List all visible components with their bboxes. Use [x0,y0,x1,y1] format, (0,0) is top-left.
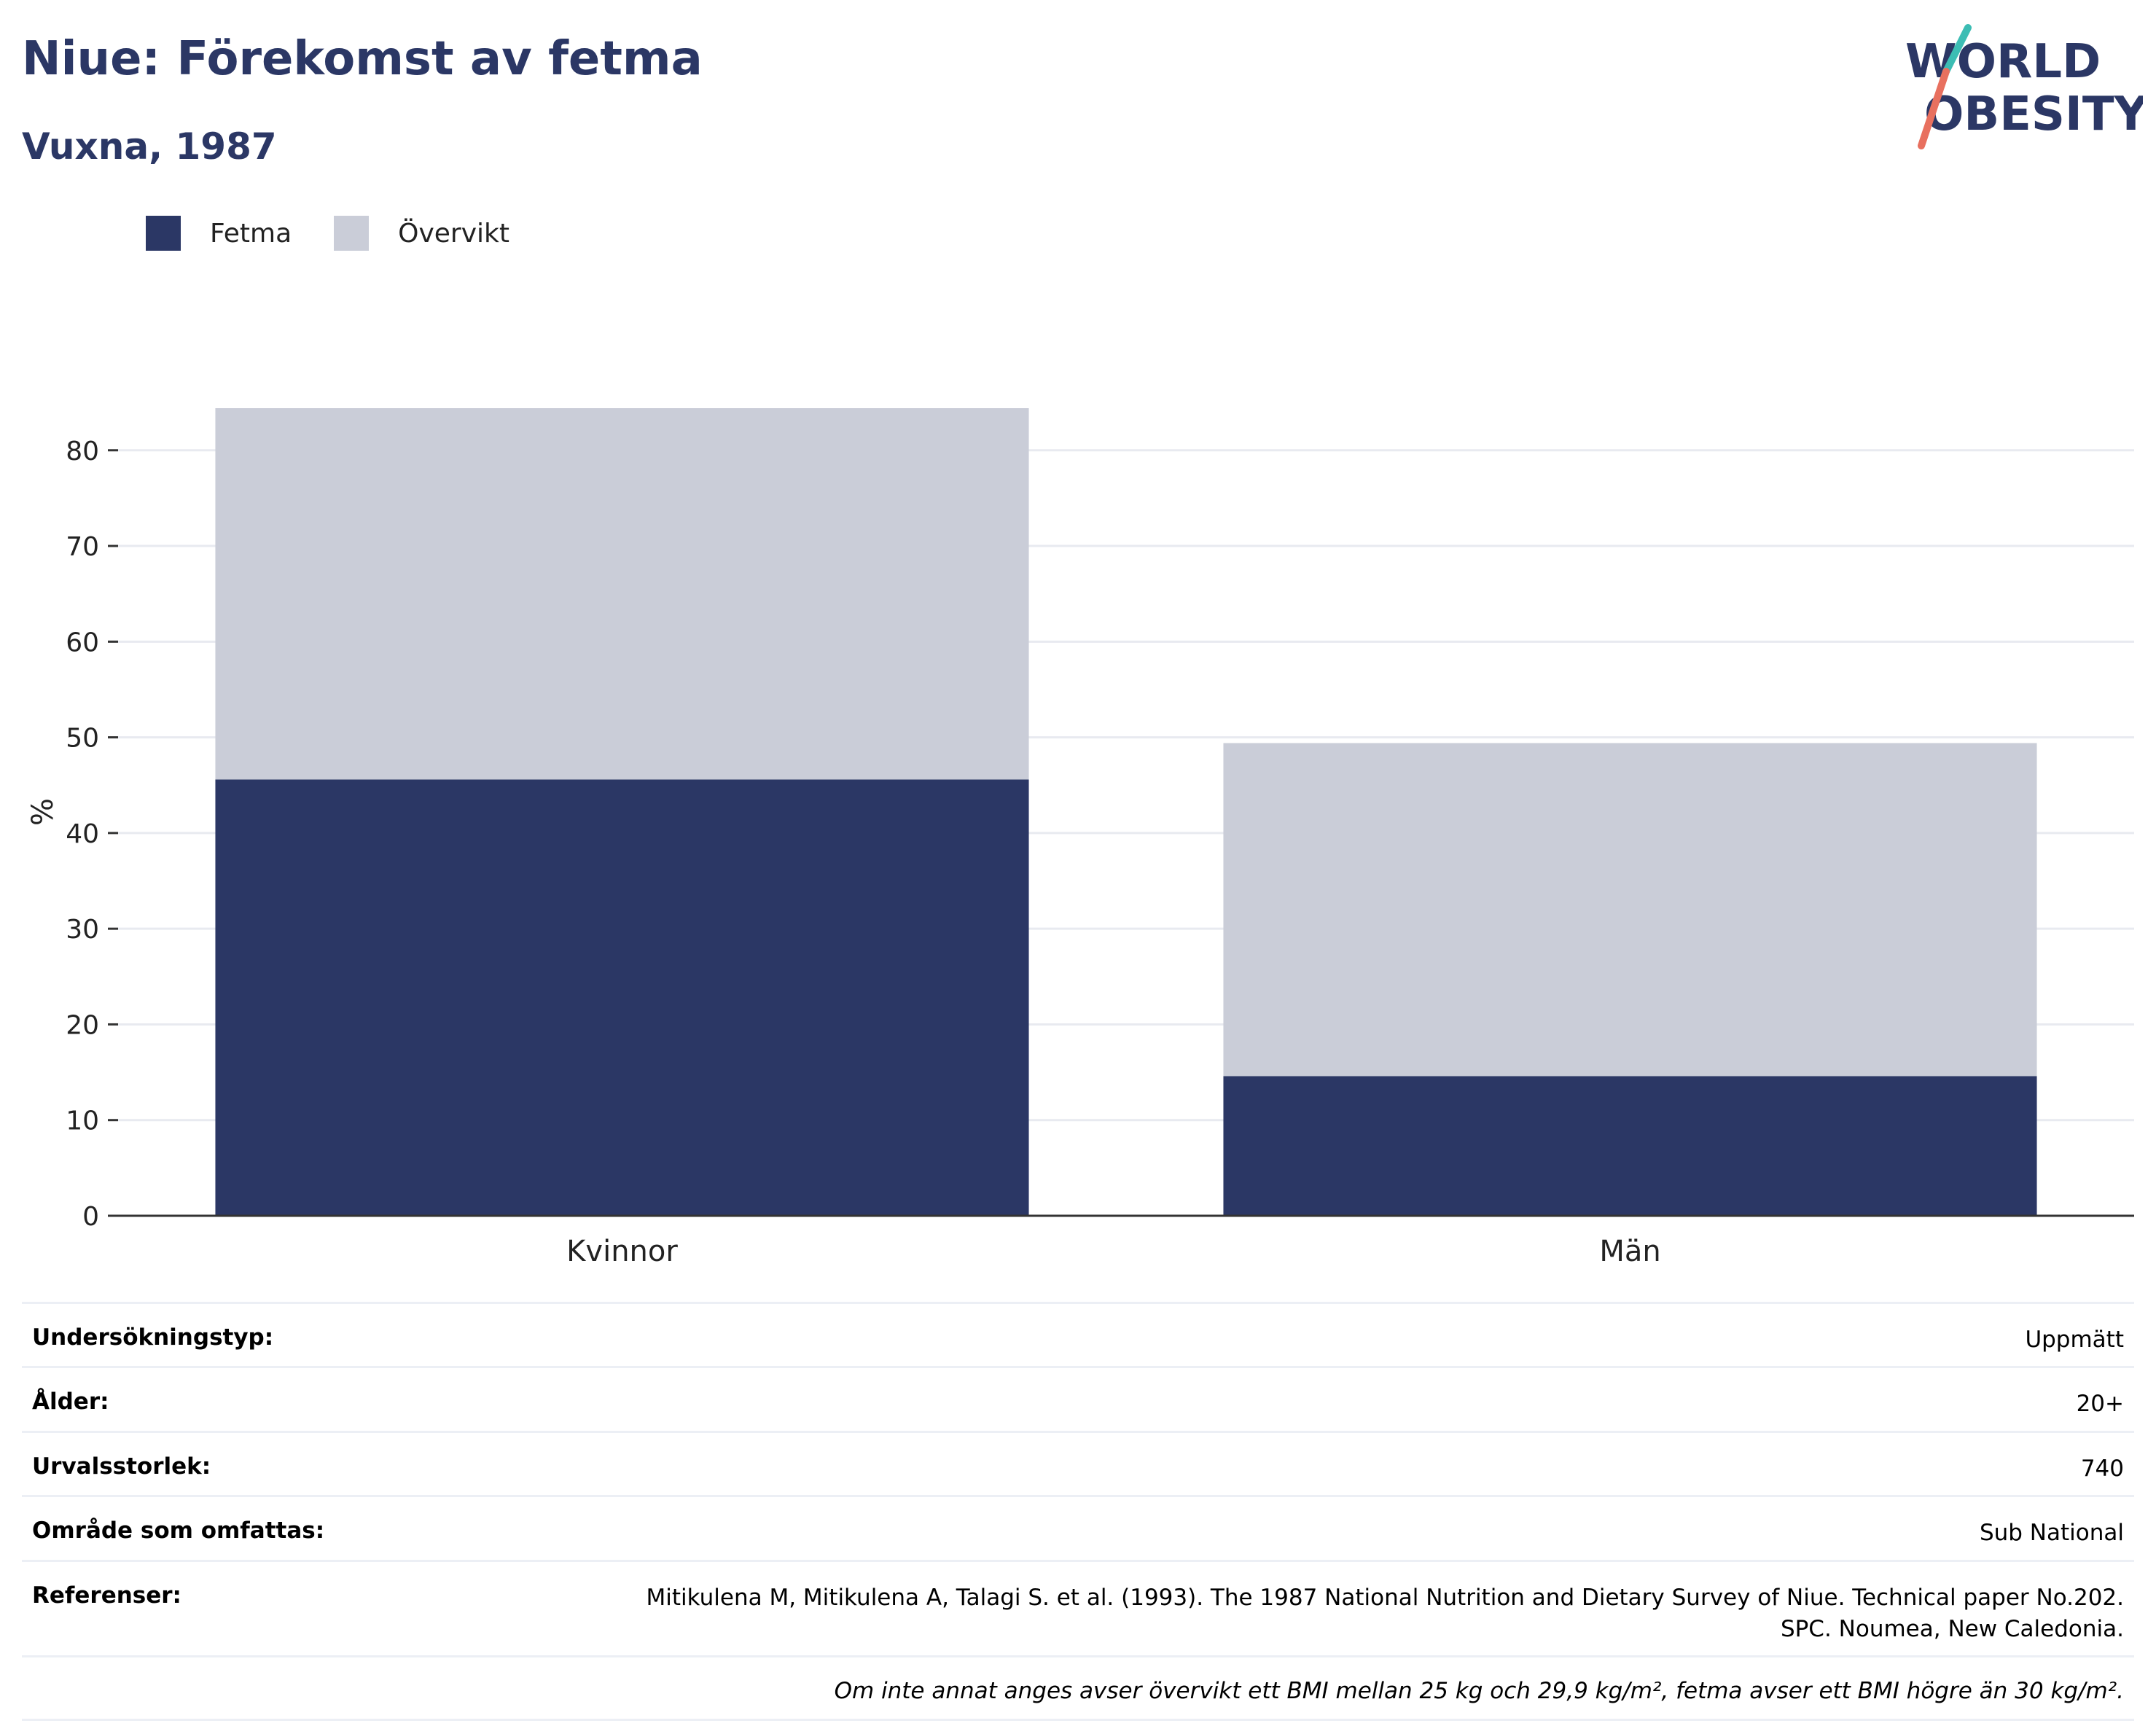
x-tick-label: Kvinnor [566,1235,678,1268]
reference-text: Mitikulena M, Mitikulena A, Talagi S. et… [647,1562,2124,1656]
world-obesity-logo: WORLD OBESITY [1905,24,2143,149]
bar-vervikt-kvinnor [215,408,1029,780]
logo-line1: WORLD [1905,35,2101,89]
logo-accent-teal [1942,24,1972,75]
chart-legend: Fetma Övervikt [146,216,552,251]
y-tick-label: 80 [66,437,99,466]
info-row-coverage: Område som omfattas: Sub National [22,1495,2134,1559]
y-tick-label: 30 [66,915,99,945]
y-tick-label: 50 [66,724,99,754]
info-value: Sub National [1979,1520,2124,1547]
bar-chart: 0 10 20 30 40 50 60 70 80% Kvinnor Män [26,408,2134,1268]
bar-fetma-kvinnor [215,779,1029,1216]
page-title: Niue: Förekomst av fetma [22,32,703,86]
info-label: Referenser: [32,1582,181,1609]
logo-accent-coral [1918,68,1950,149]
info-row-sample-size: Urvalsstorlek: 740 [22,1430,2134,1495]
bar-fetma-mn [1223,1076,2037,1216]
y-tick-label: 10 [66,1106,99,1136]
info-label: Undersökningstyp: [32,1324,274,1351]
info-row-age: Ålder: 20+ [22,1366,2134,1430]
info-value: 20+ [2076,1391,2124,1418]
info-value: 740 [2080,1455,2124,1482]
y-tick-label: 20 [66,1010,99,1040]
y-axis-label: % [26,798,60,826]
info-label: Ålder: [32,1389,109,1415]
definition-note: Om inte annat anges avser övervikt ett B… [834,1678,2124,1705]
y-tick-label: 40 [66,819,99,849]
reference-line-1: Mitikulena M, Mitikulena A, Talagi S. et… [646,1584,2124,1611]
page-subtitle: Vuxna, 1987 [22,125,277,168]
x-tick-label: Män [1599,1235,1660,1268]
legend-label-overvikt: Övervikt [398,218,509,249]
info-row-references: Referenser: Mitikulena M, Mitikulena A, … [22,1559,2134,1656]
y-tick-label: 60 [66,628,99,657]
info-value: Uppmätt [2025,1327,2124,1353]
definition-note-row: Om inte annat anges avser övervikt ett B… [22,1655,2134,1722]
info-row-survey-type: Undersökningstyp: Uppmätt [22,1302,2134,1366]
legend-item-fetma[interactable]: Fetma [146,216,292,251]
y-tick-label: 0 [82,1202,99,1232]
info-label: Område som omfattas: [32,1518,325,1544]
bar-vervikt-mn [1223,743,2037,1077]
legend-label-fetma: Fetma [210,218,292,249]
legend-swatch-fetma [146,216,181,251]
survey-info-table: Undersökningstyp: Uppmätt Ålder: 20+ Urv… [22,1302,2134,1722]
y-tick-label: 70 [66,532,99,562]
reference-line-2: SPC. Noumea, New Caledonia. [1780,1615,2124,1642]
legend-swatch-overvikt [334,216,370,251]
logo-line2: OBESITY [1924,87,2143,141]
info-label: Urvalsstorlek: [32,1453,211,1480]
legend-item-overvikt[interactable]: Övervikt [334,216,509,251]
